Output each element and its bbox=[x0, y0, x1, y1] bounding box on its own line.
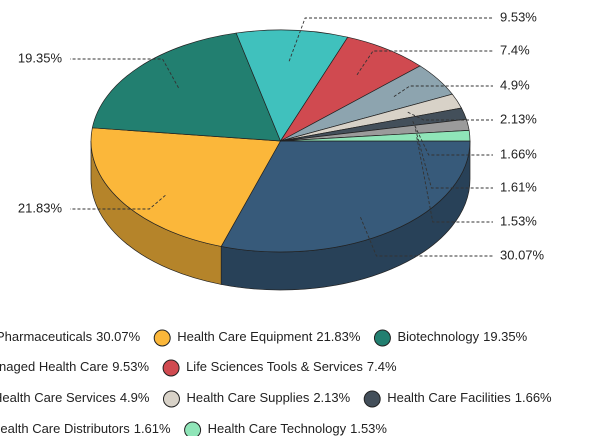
data-label: 1.61% bbox=[500, 179, 537, 194]
legend-value: 1.66% bbox=[515, 390, 552, 405]
leader-line bbox=[407, 111, 493, 121]
legend-label: Health Care Distributors 1.61% bbox=[0, 421, 171, 436]
slice bbox=[91, 32, 282, 142]
legend-marker bbox=[162, 359, 180, 377]
data-label: 21.83% bbox=[18, 200, 63, 215]
legend-value: 9.53% bbox=[112, 359, 149, 374]
legend-name: Health Care Supplies bbox=[186, 390, 309, 405]
legend-name: Health Care Facilities bbox=[387, 390, 511, 405]
legend-value: 4.9% bbox=[120, 390, 150, 405]
data-label: 9.53% bbox=[500, 9, 537, 24]
leader-line bbox=[360, 216, 493, 257]
leader-line bbox=[415, 129, 493, 189]
data-label: 19.35% bbox=[18, 50, 63, 65]
legend-label: Health Care Facilities 1.66% bbox=[387, 390, 552, 405]
legend-value: 1.53% bbox=[350, 421, 387, 436]
legend-value: 2.13% bbox=[313, 390, 350, 405]
legend-marker bbox=[162, 390, 180, 408]
legend-name: Life Sciences Tools & Services bbox=[186, 359, 363, 374]
legend-marker bbox=[153, 329, 171, 347]
legend-value: 1.61% bbox=[134, 421, 171, 436]
legend-marker bbox=[373, 329, 391, 347]
data-label: 30.07% bbox=[500, 247, 545, 262]
data-label: 7.4% bbox=[500, 42, 530, 57]
data-label: 4.9% bbox=[500, 77, 530, 92]
legend-label: Health Care Equipment 21.83% bbox=[177, 329, 361, 344]
pie-tops bbox=[90, 29, 471, 253]
legend-label: Life Sciences Tools & Services 7.4% bbox=[186, 359, 397, 374]
leader-line bbox=[412, 121, 493, 156]
legend: Pharmaceuticals 30.07% Health Care Equipme… bbox=[0, 329, 552, 436]
leader-line bbox=[416, 137, 493, 223]
legend-name: Health Care Technology bbox=[208, 421, 347, 436]
legend-value: 30.07% bbox=[96, 329, 141, 344]
leader-line bbox=[288, 17, 493, 62]
legend-value: 19.35% bbox=[483, 329, 528, 344]
legend-marker bbox=[184, 421, 202, 436]
slice bbox=[280, 129, 471, 142]
legend-name: Health Care Distributors bbox=[0, 421, 130, 436]
legend-label: Pharmaceuticals 30.07% bbox=[0, 329, 141, 344]
legend-value: 7.4% bbox=[367, 359, 397, 374]
data-label: 2.13% bbox=[500, 111, 537, 126]
legend-value: 21.83% bbox=[316, 329, 361, 344]
legend-name: Health Care Services bbox=[0, 390, 116, 405]
data-labels: 30.07% 21.83% 19.35% 9.53% 7.4% 4.9% 2.13% 1.66… bbox=[18, 9, 545, 262]
legend-marker bbox=[363, 390, 381, 408]
legend-label: Managed Health Care 9.53% bbox=[0, 359, 150, 374]
slice bbox=[90, 127, 282, 247]
leader-line bbox=[70, 194, 166, 210]
leader-line bbox=[393, 85, 493, 97]
legend-label: Biotechnology 19.35% bbox=[397, 329, 527, 344]
legend-name: Pharmaceuticals bbox=[0, 329, 93, 344]
leader-line bbox=[70, 58, 179, 89]
data-label: 1.53% bbox=[500, 213, 537, 228]
legend-name: Health Care Equipment bbox=[177, 329, 313, 344]
slice bbox=[235, 29, 349, 142]
legend-name: Biotechnology bbox=[397, 329, 479, 344]
legend-label: Health Care Technology 1.53% bbox=[208, 421, 388, 436]
data-label: 1.66% bbox=[500, 146, 537, 161]
legend-name: Managed Health Care bbox=[0, 359, 108, 374]
slice bbox=[220, 140, 471, 253]
legend-label: Health Care Services 4.9% bbox=[0, 390, 150, 405]
legend-label: Health Care Supplies 2.13% bbox=[186, 390, 350, 405]
